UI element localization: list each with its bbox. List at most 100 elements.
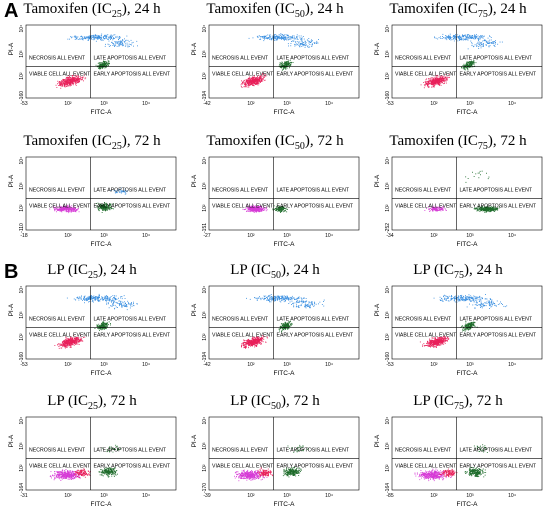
event-dot xyxy=(87,297,89,299)
event-dot xyxy=(91,35,93,36)
event-dot xyxy=(78,298,80,299)
event-dot xyxy=(432,209,434,210)
event-dot xyxy=(439,84,441,85)
event-dot xyxy=(438,79,440,81)
event-dot xyxy=(66,205,67,207)
event-dot xyxy=(71,82,73,84)
event-dot xyxy=(70,345,72,347)
event-dot xyxy=(65,77,67,79)
y-tick-label: 10² xyxy=(202,204,208,212)
event-dot xyxy=(281,206,283,208)
event-dot xyxy=(468,66,469,68)
event-dot xyxy=(292,40,294,42)
event-dot xyxy=(68,340,69,342)
title-drug: LP xyxy=(47,262,65,278)
event-dot xyxy=(74,342,75,344)
event-dot xyxy=(58,210,59,211)
event-dot xyxy=(102,65,103,66)
event-dot xyxy=(112,39,114,41)
event-dot xyxy=(434,85,436,86)
event-dot xyxy=(446,36,448,37)
event-dot xyxy=(100,327,102,329)
event-dot xyxy=(435,208,437,210)
event-dot xyxy=(256,83,257,85)
event-dot xyxy=(443,79,445,81)
event-dot xyxy=(84,296,85,298)
event-dot xyxy=(488,176,490,178)
event-dot xyxy=(92,300,94,302)
event-dot xyxy=(251,206,253,208)
event-dot xyxy=(436,207,437,209)
event-dot xyxy=(266,209,268,211)
event-dot xyxy=(113,44,115,46)
x-min-tick: -53 xyxy=(386,101,393,107)
event-dot xyxy=(296,36,298,37)
event-dot xyxy=(91,39,93,40)
event-dot xyxy=(275,38,277,40)
event-dot xyxy=(441,80,443,82)
event-dot xyxy=(442,81,444,82)
event-dot xyxy=(90,295,92,297)
event-dot xyxy=(98,207,100,209)
event-dot xyxy=(427,86,429,88)
y-tick-label: 10² xyxy=(19,204,25,212)
event-dot xyxy=(249,207,251,209)
event-dot xyxy=(118,300,120,302)
event-dot xyxy=(96,205,97,207)
event-dot xyxy=(285,68,287,70)
event-dot xyxy=(440,76,441,78)
event-dot xyxy=(110,296,112,297)
event-dot xyxy=(491,209,493,210)
event-dot xyxy=(480,208,482,210)
event-dot xyxy=(283,67,284,69)
event-dot xyxy=(58,83,60,85)
event-dot xyxy=(68,78,70,80)
event-dot xyxy=(113,297,114,298)
event-dot xyxy=(298,44,300,46)
event-dot xyxy=(444,208,446,210)
event-dot xyxy=(281,65,283,67)
event-dot xyxy=(126,35,128,37)
event-dot xyxy=(259,75,261,77)
event-dot xyxy=(282,62,283,64)
event-dot xyxy=(124,304,126,306)
event-dot xyxy=(490,206,492,207)
event-dot xyxy=(256,211,257,212)
event-dot xyxy=(82,77,83,79)
event-dot xyxy=(120,40,122,42)
event-dot xyxy=(257,210,259,212)
event-dot xyxy=(78,81,79,82)
x-min-tick: -27 xyxy=(203,233,210,239)
event-dot xyxy=(269,34,271,36)
event-dot xyxy=(54,209,55,210)
event-dot xyxy=(286,61,288,62)
event-dot xyxy=(300,39,302,40)
event-dot xyxy=(430,81,432,83)
event-dot xyxy=(253,81,254,83)
event-dot xyxy=(482,35,484,37)
event-dot xyxy=(124,43,126,45)
event-dot xyxy=(125,191,126,193)
event-dot xyxy=(249,84,251,86)
event-dot xyxy=(76,297,78,299)
event-dot xyxy=(118,40,120,42)
event-dot xyxy=(65,342,67,344)
event-dot xyxy=(253,85,255,87)
event-dot xyxy=(60,209,61,211)
event-dot xyxy=(430,81,432,83)
event-dot xyxy=(258,78,259,80)
event-dot xyxy=(481,42,482,44)
event-dot xyxy=(497,209,499,211)
event-dot xyxy=(258,83,260,85)
event-dot xyxy=(59,84,61,86)
event-dot xyxy=(490,42,492,43)
event-dot xyxy=(480,42,482,44)
event-dot xyxy=(74,339,76,340)
event-dot xyxy=(114,46,115,47)
event-dot xyxy=(305,42,306,44)
event-dot xyxy=(243,82,245,84)
event-dot xyxy=(282,34,283,35)
event-dot xyxy=(104,62,106,64)
event-dot xyxy=(58,347,60,349)
event-dot xyxy=(66,345,67,347)
